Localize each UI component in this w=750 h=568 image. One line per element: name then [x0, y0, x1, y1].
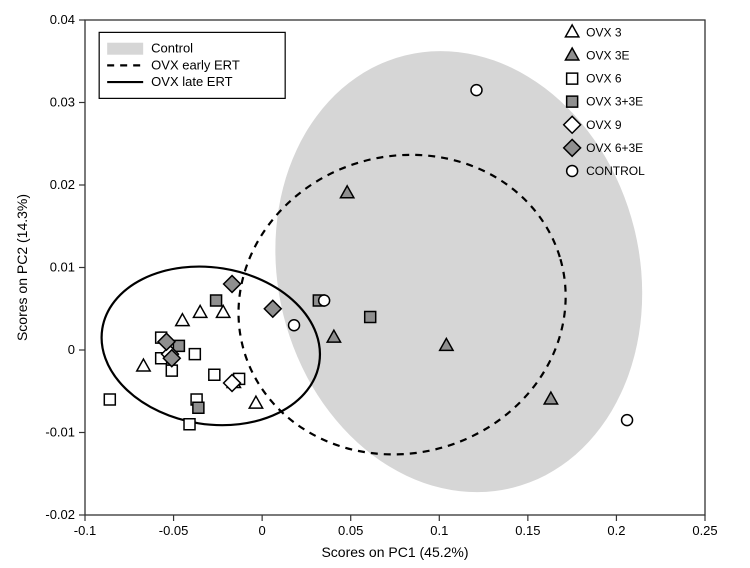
svg-text:0.03: 0.03 — [50, 95, 75, 110]
svg-text:OVX 6: OVX 6 — [586, 72, 622, 86]
svg-text:0.25: 0.25 — [692, 523, 717, 538]
svg-text:0.05: 0.05 — [338, 523, 363, 538]
y-axis-label: Scores on PC2 (14.3%) — [14, 194, 30, 341]
svg-text:OVX late ERT: OVX late ERT — [151, 74, 232, 89]
svg-text:0.01: 0.01 — [50, 260, 75, 275]
svg-text:0: 0 — [68, 342, 75, 357]
svg-text:CONTROL: CONTROL — [586, 164, 645, 178]
x-axis-label: Scores on PC1 (45.2%) — [321, 544, 468, 560]
svg-text:OVX 9: OVX 9 — [586, 118, 622, 132]
svg-text:0.2: 0.2 — [607, 523, 625, 538]
svg-text:0.15: 0.15 — [515, 523, 540, 538]
svg-text:OVX 3+3E: OVX 3+3E — [586, 95, 643, 109]
svg-text:Control: Control — [151, 41, 193, 56]
svg-text:0.04: 0.04 — [50, 12, 75, 27]
svg-text:0.02: 0.02 — [50, 177, 75, 192]
svg-text:OVX 6+3E: OVX 6+3E — [586, 141, 643, 155]
svg-text:OVX 3E: OVX 3E — [586, 48, 629, 62]
svg-text:-0.05: -0.05 — [159, 523, 189, 538]
svg-text:OVX 3: OVX 3 — [586, 25, 622, 39]
control-ellipse — [230, 12, 688, 532]
pca-score-plot: -0.1 -0.05 0 0.05 0.1 0.15 0.2 0.25 -0.02 -0.01 0 0… — [0, 0, 750, 568]
svg-text:-0.02: -0.02 — [45, 507, 75, 522]
svg-text:-0.01: -0.01 — [45, 425, 75, 440]
svg-text:-0.1: -0.1 — [74, 523, 96, 538]
svg-text:0: 0 — [259, 523, 266, 538]
svg-text:OVX early ERT: OVX early ERT — [151, 57, 240, 72]
svg-text:0.1: 0.1 — [430, 523, 448, 538]
ellipse-legend: ControlOVX early ERT OVX late ERT — [99, 32, 285, 98]
